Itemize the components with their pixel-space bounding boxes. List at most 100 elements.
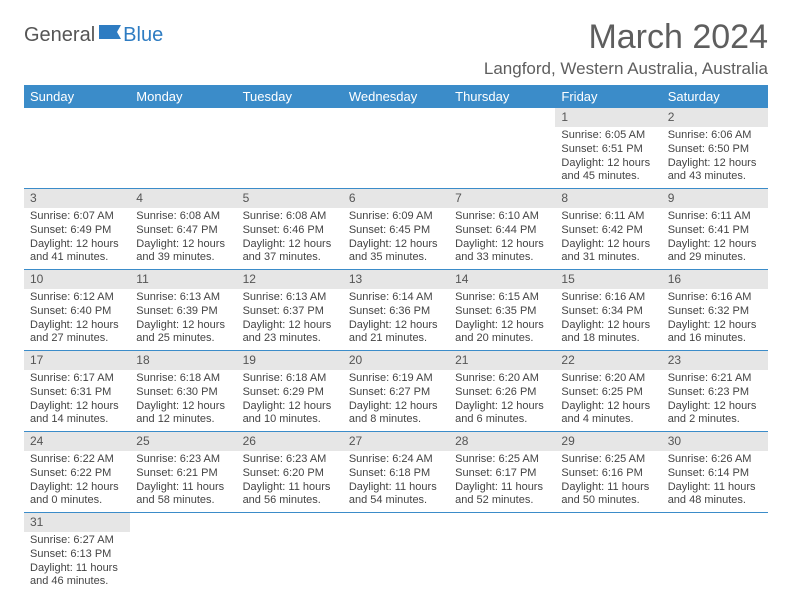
sunset-line: Sunset: 6:13 PM (30, 548, 124, 562)
sunrise-line: Sunrise: 6:09 AM (349, 210, 443, 224)
daylight-line: Daylight: 12 hours and 10 minutes. (243, 400, 337, 428)
day-body: Sunrise: 6:26 AMSunset: 6:14 PMDaylight:… (662, 451, 768, 512)
sunrise-line: Sunrise: 6:07 AM (30, 210, 124, 224)
logo: General Blue (24, 24, 163, 47)
day-number: 21 (449, 351, 555, 370)
day-body: Sunrise: 6:16 AMSunset: 6:32 PMDaylight:… (662, 289, 768, 350)
sunrise-line: Sunrise: 6:20 AM (561, 372, 655, 386)
sunset-line: Sunset: 6:36 PM (349, 305, 443, 319)
sunrise-line: Sunrise: 6:21 AM (668, 372, 762, 386)
calendar-cell: 7Sunrise: 6:10 AMSunset: 6:44 PMDaylight… (449, 189, 555, 270)
day-body: Sunrise: 6:13 AMSunset: 6:37 PMDaylight:… (237, 289, 343, 350)
page-title: March 2024 (484, 18, 768, 57)
daylight-line: Daylight: 11 hours and 54 minutes. (349, 481, 443, 509)
sunset-line: Sunset: 6:30 PM (136, 386, 230, 400)
daylight-line: Daylight: 12 hours and 33 minutes. (455, 238, 549, 266)
day-number: 24 (24, 432, 130, 451)
sunrise-line: Sunrise: 6:20 AM (455, 372, 549, 386)
sunrise-line: Sunrise: 6:13 AM (243, 291, 337, 305)
day-body: Sunrise: 6:23 AMSunset: 6:20 PMDaylight:… (237, 451, 343, 512)
daylight-line: Daylight: 12 hours and 6 minutes. (455, 400, 549, 428)
weekday-header: Wednesday (343, 85, 449, 108)
day-body: Sunrise: 6:23 AMSunset: 6:21 PMDaylight:… (130, 451, 236, 512)
sunrise-line: Sunrise: 6:13 AM (136, 291, 230, 305)
day-body: Sunrise: 6:05 AMSunset: 6:51 PMDaylight:… (555, 127, 661, 188)
calendar-cell: 14Sunrise: 6:15 AMSunset: 6:35 PMDayligh… (449, 270, 555, 351)
sunset-line: Sunset: 6:40 PM (30, 305, 124, 319)
calendar-cell: 8Sunrise: 6:11 AMSunset: 6:42 PMDaylight… (555, 189, 661, 270)
sunset-line: Sunset: 6:49 PM (30, 224, 124, 238)
calendar-cell: 11Sunrise: 6:13 AMSunset: 6:39 PMDayligh… (130, 270, 236, 351)
calendar-cell-empty (662, 513, 768, 594)
sunrise-line: Sunrise: 6:08 AM (243, 210, 337, 224)
day-body: Sunrise: 6:18 AMSunset: 6:30 PMDaylight:… (130, 370, 236, 431)
sunrise-line: Sunrise: 6:11 AM (561, 210, 655, 224)
day-body: Sunrise: 6:24 AMSunset: 6:18 PMDaylight:… (343, 451, 449, 512)
calendar-cell: 6Sunrise: 6:09 AMSunset: 6:45 PMDaylight… (343, 189, 449, 270)
day-body: Sunrise: 6:11 AMSunset: 6:42 PMDaylight:… (555, 208, 661, 269)
daylight-line: Daylight: 11 hours and 46 minutes. (30, 562, 124, 590)
sunrise-line: Sunrise: 6:26 AM (668, 453, 762, 467)
page-subtitle: Langford, Western Australia, Australia (484, 59, 768, 79)
day-body: Sunrise: 6:21 AMSunset: 6:23 PMDaylight:… (662, 370, 768, 431)
calendar-table: Sunday Monday Tuesday Wednesday Thursday… (24, 85, 768, 593)
daylight-line: Daylight: 12 hours and 43 minutes. (668, 157, 762, 185)
day-number: 7 (449, 189, 555, 208)
sunset-line: Sunset: 6:29 PM (243, 386, 337, 400)
day-body: Sunrise: 6:14 AMSunset: 6:36 PMDaylight:… (343, 289, 449, 350)
sunset-line: Sunset: 6:31 PM (30, 386, 124, 400)
sunset-line: Sunset: 6:14 PM (668, 467, 762, 481)
daylight-line: Daylight: 11 hours and 50 minutes. (561, 481, 655, 509)
day-number: 5 (237, 189, 343, 208)
sunset-line: Sunset: 6:34 PM (561, 305, 655, 319)
calendar-cell: 20Sunrise: 6:19 AMSunset: 6:27 PMDayligh… (343, 351, 449, 432)
day-number: 17 (24, 351, 130, 370)
sunset-line: Sunset: 6:47 PM (136, 224, 230, 238)
weekday-header: Sunday (24, 85, 130, 108)
sunrise-line: Sunrise: 6:22 AM (30, 453, 124, 467)
daylight-line: Daylight: 12 hours and 12 minutes. (136, 400, 230, 428)
calendar-cell: 22Sunrise: 6:20 AMSunset: 6:25 PMDayligh… (555, 351, 661, 432)
day-body: Sunrise: 6:08 AMSunset: 6:46 PMDaylight:… (237, 208, 343, 269)
weekday-header: Monday (130, 85, 236, 108)
sunset-line: Sunset: 6:21 PM (136, 467, 230, 481)
day-body: Sunrise: 6:13 AMSunset: 6:39 PMDaylight:… (130, 289, 236, 350)
calendar-row: 3Sunrise: 6:07 AMSunset: 6:49 PMDaylight… (24, 189, 768, 270)
day-body: Sunrise: 6:25 AMSunset: 6:17 PMDaylight:… (449, 451, 555, 512)
sunrise-line: Sunrise: 6:08 AM (136, 210, 230, 224)
calendar-cell: 1Sunrise: 6:05 AMSunset: 6:51 PMDaylight… (555, 108, 661, 189)
weekday-header: Friday (555, 85, 661, 108)
day-number: 30 (662, 432, 768, 451)
calendar-cell: 9Sunrise: 6:11 AMSunset: 6:41 PMDaylight… (662, 189, 768, 270)
sunrise-line: Sunrise: 6:19 AM (349, 372, 443, 386)
daylight-line: Daylight: 12 hours and 8 minutes. (349, 400, 443, 428)
day-number: 26 (237, 432, 343, 451)
calendar-cell: 28Sunrise: 6:25 AMSunset: 6:17 PMDayligh… (449, 432, 555, 513)
calendar-cell: 17Sunrise: 6:17 AMSunset: 6:31 PMDayligh… (24, 351, 130, 432)
day-number: 13 (343, 270, 449, 289)
calendar-cell: 24Sunrise: 6:22 AMSunset: 6:22 PMDayligh… (24, 432, 130, 513)
day-number: 16 (662, 270, 768, 289)
sunset-line: Sunset: 6:32 PM (668, 305, 762, 319)
calendar-cell: 30Sunrise: 6:26 AMSunset: 6:14 PMDayligh… (662, 432, 768, 513)
day-body: Sunrise: 6:27 AMSunset: 6:13 PMDaylight:… (24, 532, 130, 593)
calendar-cell: 12Sunrise: 6:13 AMSunset: 6:37 PMDayligh… (237, 270, 343, 351)
calendar-cell-empty (237, 108, 343, 189)
calendar-cell-empty (130, 513, 236, 594)
sunrise-line: Sunrise: 6:11 AM (668, 210, 762, 224)
day-body: Sunrise: 6:19 AMSunset: 6:27 PMDaylight:… (343, 370, 449, 431)
weekday-header: Saturday (662, 85, 768, 108)
calendar-cell: 31Sunrise: 6:27 AMSunset: 6:13 PMDayligh… (24, 513, 130, 594)
day-number: 20 (343, 351, 449, 370)
day-number: 11 (130, 270, 236, 289)
daylight-line: Daylight: 12 hours and 2 minutes. (668, 400, 762, 428)
day-body: Sunrise: 6:18 AMSunset: 6:29 PMDaylight:… (237, 370, 343, 431)
day-number: 10 (24, 270, 130, 289)
calendar-cell: 4Sunrise: 6:08 AMSunset: 6:47 PMDaylight… (130, 189, 236, 270)
calendar-cell: 2Sunrise: 6:06 AMSunset: 6:50 PMDaylight… (662, 108, 768, 189)
day-number: 27 (343, 432, 449, 451)
sunrise-line: Sunrise: 6:16 AM (561, 291, 655, 305)
sunset-line: Sunset: 6:25 PM (561, 386, 655, 400)
sunset-line: Sunset: 6:22 PM (30, 467, 124, 481)
day-number: 29 (555, 432, 661, 451)
